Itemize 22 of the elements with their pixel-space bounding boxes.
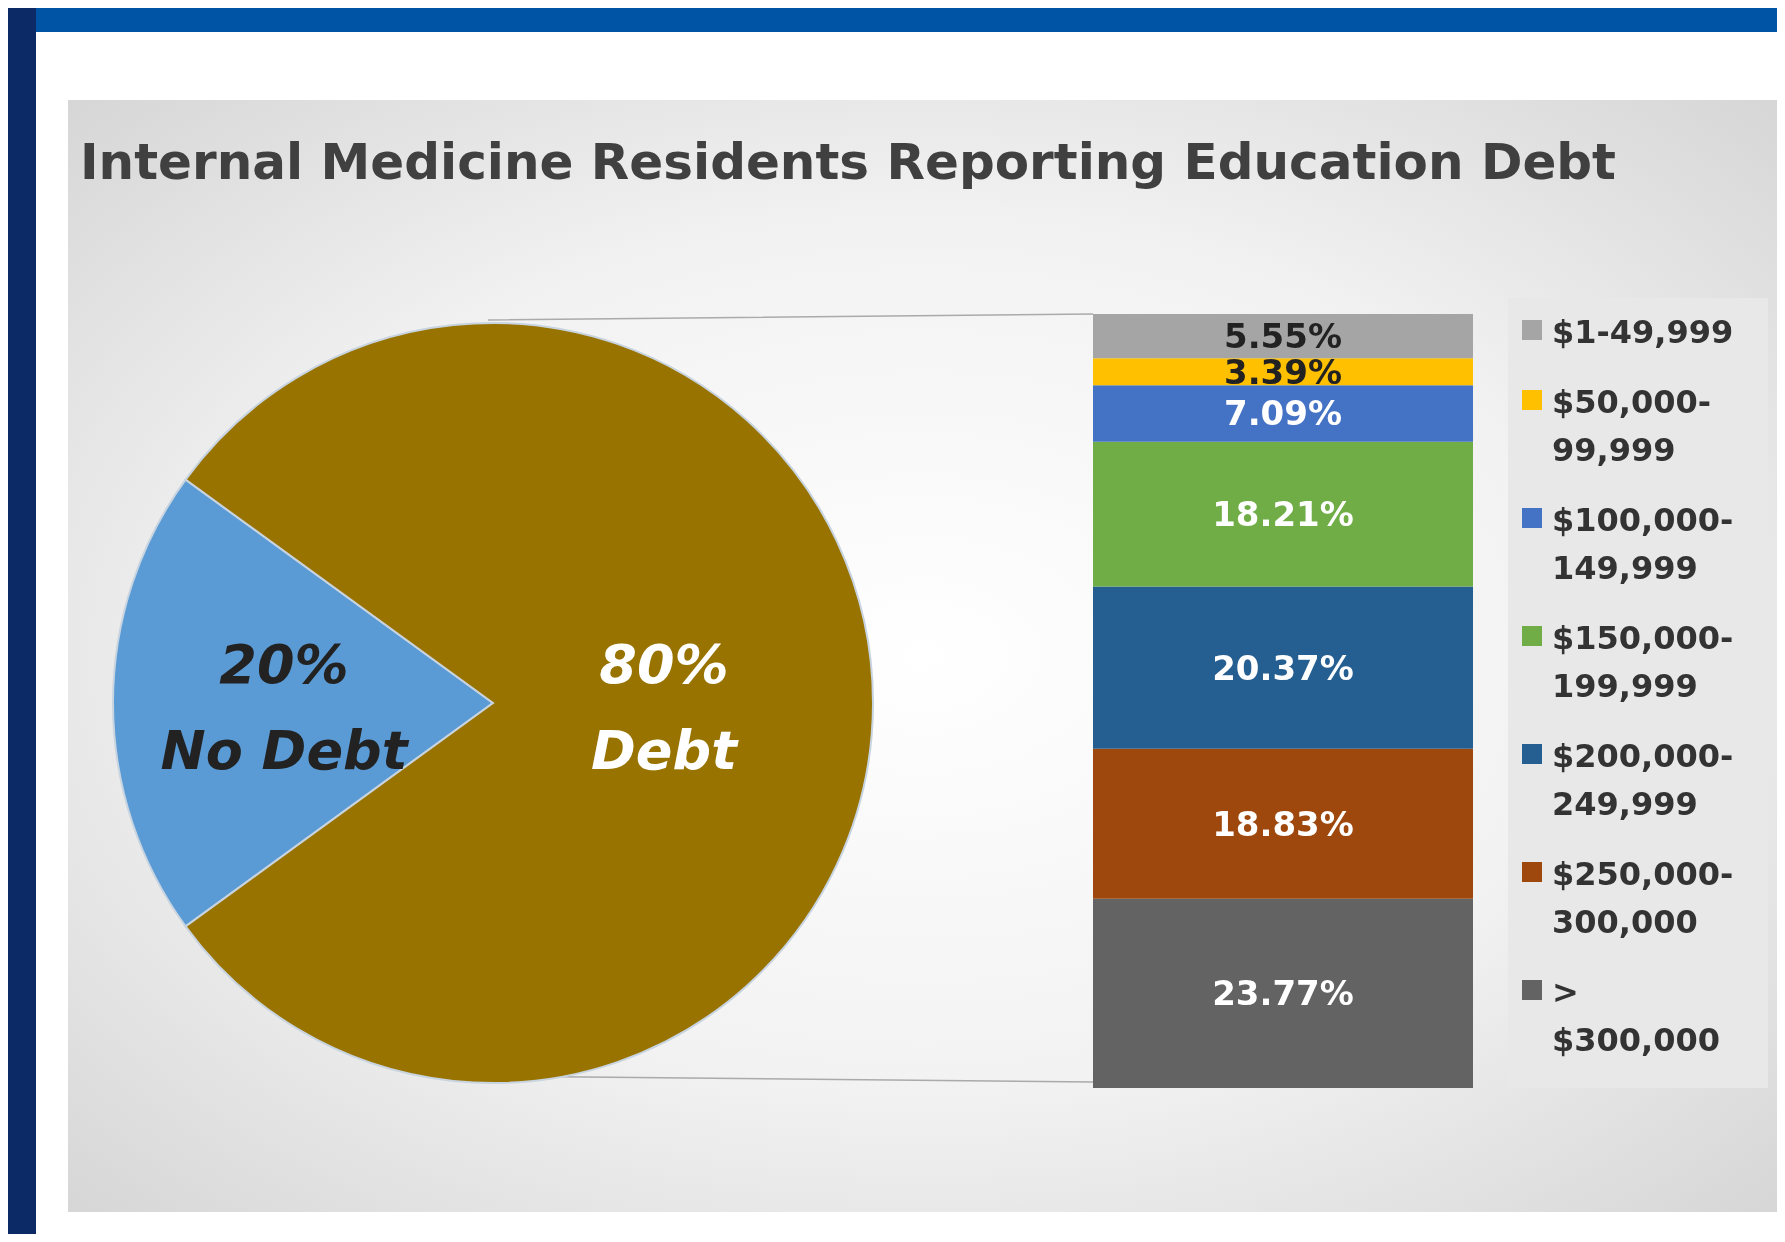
data-label: 18.83%	[1212, 803, 1354, 844]
legend-label: > $300,000	[1552, 972, 1721, 1061]
legend-label: $50,000-99,999	[1552, 382, 1713, 471]
data-label: 80%	[599, 633, 729, 696]
bar	[1093, 441, 1473, 587]
data-label: 20.37%	[1212, 647, 1354, 688]
legend-label: $200,000-249,999	[1552, 736, 1735, 825]
legend-label: $150,000-199,999	[1552, 618, 1735, 707]
slice-label: Debt	[591, 719, 740, 782]
bar	[1093, 385, 1473, 442]
legend-label: $1-49,999	[1552, 312, 1735, 353]
data-label: 18.21%	[1212, 494, 1354, 535]
data-label: 20%	[219, 633, 349, 696]
chart-title: Internal Medicine Residents Reporting Education Debt	[79, 133, 1617, 191]
data-label: 7.09%	[1224, 393, 1342, 434]
legend-label: $100,000-149,999	[1552, 500, 1735, 589]
legend-label: $250,000-300,000	[1552, 854, 1735, 943]
slice-label: No Debt	[160, 719, 410, 782]
bar	[1093, 898, 1473, 1088]
bar	[1093, 586, 1473, 749]
bar	[1093, 748, 1473, 899]
data-label: 23.77%	[1212, 973, 1354, 1014]
